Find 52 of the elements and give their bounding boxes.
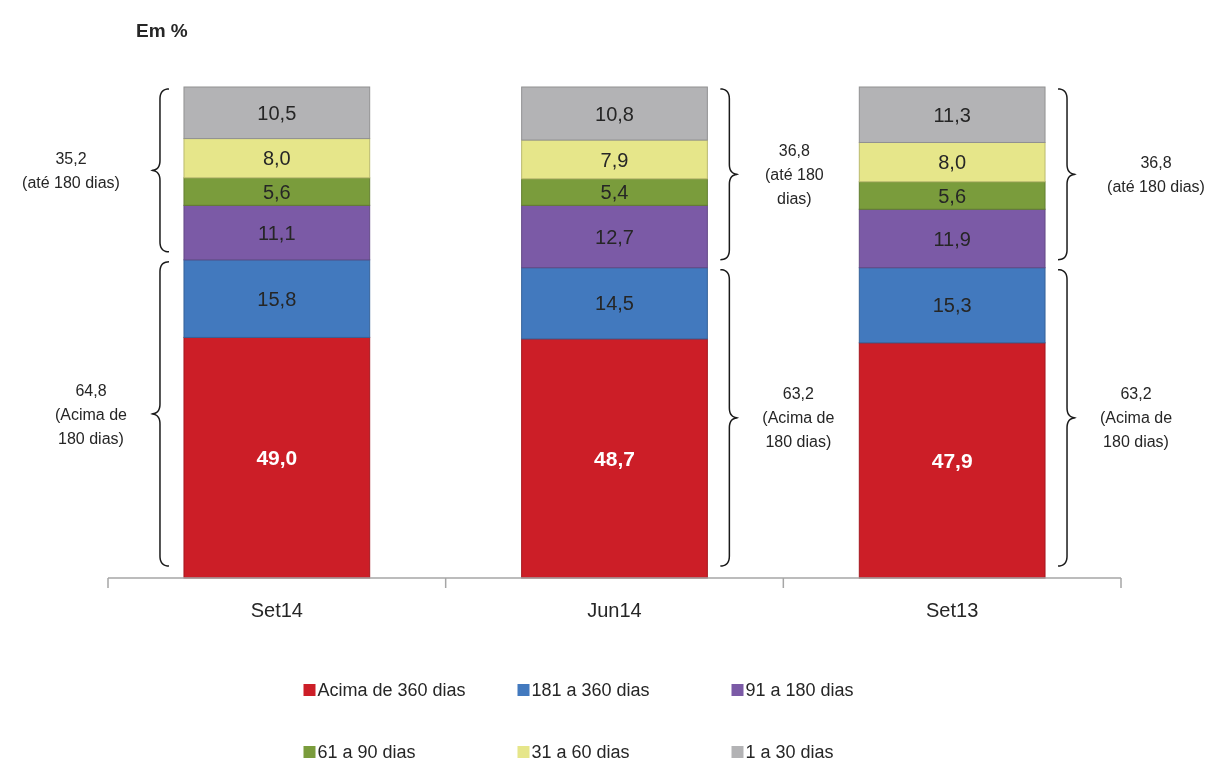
data-label: 8,0	[938, 151, 967, 174]
annotation: 35,2 (até 180 dias)	[22, 150, 120, 192]
x-tick-label: Set13	[926, 599, 979, 621]
bar	[183, 204, 371, 261]
bar	[858, 267, 1046, 344]
bar	[521, 267, 708, 340]
data-label: 10,8	[595, 102, 634, 125]
bar	[858, 86, 1046, 143]
annotation: 63,2 (Acima de 180 dias)	[1100, 385, 1173, 451]
bar	[521, 338, 708, 579]
bar	[858, 181, 1046, 210]
bar	[183, 86, 371, 140]
bar	[521, 86, 708, 141]
bar	[858, 208, 1046, 269]
data-label: 15,3	[932, 294, 972, 317]
data-label: 48,7	[594, 447, 635, 470]
data-label: 11,3	[933, 103, 971, 126]
data-label: 14,5	[595, 292, 634, 315]
bar	[521, 204, 708, 269]
data-label: 5,6	[262, 180, 291, 203]
annotation: 64,8 (Acima de 180 dias)	[54, 381, 128, 447]
data-label: 5,6	[938, 184, 967, 207]
bar	[858, 141, 1046, 183]
data-label: 15,8	[257, 287, 297, 310]
bar	[183, 259, 371, 338]
legend-label: 61 a 90 dias	[317, 742, 416, 763]
bar	[858, 342, 1046, 579]
bar	[183, 177, 371, 206]
bar	[521, 178, 708, 206]
x-tick-label: Jun14	[587, 599, 642, 621]
data-label: 11,9	[933, 227, 971, 250]
legend-label: 1 a 30 dias	[745, 742, 834, 763]
legend-label: Acima de 360 dias	[317, 680, 466, 701]
bar	[183, 336, 371, 579]
chart-title: Em %	[136, 20, 188, 41]
data-label: 47,9	[931, 448, 973, 472]
data-label: 8,0	[262, 147, 291, 170]
annotation: 63,2 (Acima de 180 dias)	[762, 385, 835, 451]
legend-label: 31 a 60 dias	[531, 742, 630, 763]
data-label: 11,1	[258, 221, 296, 244]
annotation: 36,8 (até 180 dias)	[765, 141, 824, 207]
legend-label: 91 a 180 dias	[745, 680, 854, 701]
bar	[183, 138, 371, 179]
data-label: 12,7	[595, 225, 634, 248]
data-label: 7,9	[600, 148, 629, 171]
data-label: 49,0	[256, 446, 298, 470]
x-tick-label: Set14	[250, 599, 303, 621]
legend-label: 181 a 360 dias	[531, 680, 650, 701]
data-label: 5,4	[600, 181, 629, 204]
annotation: 36,8 (até 180 dias)	[1107, 153, 1205, 195]
data-label: 10,5	[257, 101, 297, 124]
bar	[521, 139, 708, 180]
